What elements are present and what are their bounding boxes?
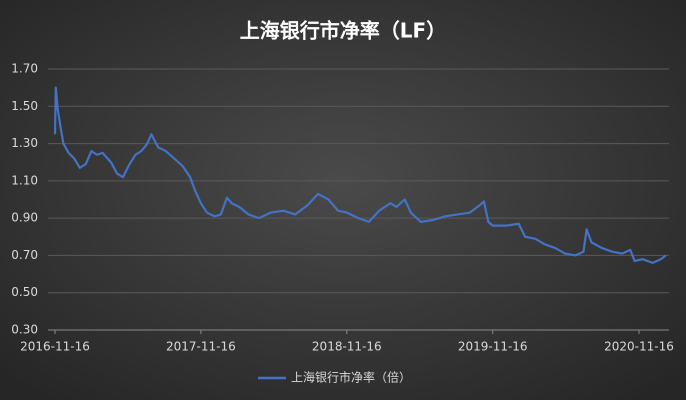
- x-tick-label: 2019-11-16: [458, 340, 528, 354]
- y-tick-label: 0.50: [11, 285, 38, 299]
- y-tick-label: 1.30: [11, 136, 38, 150]
- y-tick-label: 0.90: [11, 211, 38, 225]
- y-tick-label: 1.50: [11, 99, 38, 113]
- y-tick-label: 1.10: [11, 173, 38, 187]
- x-tick-label: 2017-11-16: [166, 340, 236, 354]
- y-tick-label: 0.30: [11, 323, 38, 337]
- legend-label: 上海银行市净率（倍）: [291, 370, 411, 385]
- data-line: [53, 86, 667, 264]
- x-tick-label: 2016-11-16: [20, 340, 90, 354]
- x-tick-label: 2020-11-16: [604, 340, 674, 354]
- y-tick-label: 1.70: [11, 62, 38, 76]
- chart-title: 上海银行市净率（LF）: [240, 19, 446, 43]
- y-tick-label: 0.70: [11, 248, 38, 262]
- x-tick-label: 2018-11-16: [312, 340, 382, 354]
